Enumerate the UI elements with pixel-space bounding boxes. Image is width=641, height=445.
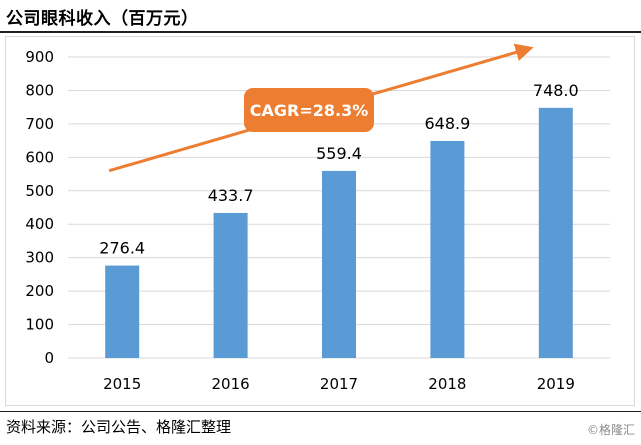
chart-frame xyxy=(5,36,635,406)
y-tick-label: 600 xyxy=(25,148,54,166)
data-label: 559.4 xyxy=(316,144,362,163)
chart-title: 公司眼科收入（百万元） xyxy=(6,9,199,29)
cagr-badge xyxy=(244,88,374,132)
y-tick-label: 100 xyxy=(25,316,54,334)
bar xyxy=(322,170,356,358)
source-note: 资料来源：公司公告、格隆汇整理 xyxy=(6,418,232,436)
bar xyxy=(430,140,465,358)
y-tick-label: 0 xyxy=(44,349,54,367)
bar xyxy=(538,107,573,358)
x-tick-label: 2017 xyxy=(320,375,358,393)
y-tick-label: 500 xyxy=(25,182,54,200)
data-label: 748.0 xyxy=(533,81,579,100)
y-tick-label: 900 xyxy=(25,48,54,66)
y-tick-label: 200 xyxy=(25,282,54,300)
top-divider xyxy=(0,31,641,33)
y-tick-label: 300 xyxy=(25,249,54,267)
watermark: ©格隆汇 xyxy=(586,423,635,437)
x-tick-label: 2018 xyxy=(428,375,466,393)
data-label: 648.9 xyxy=(424,114,470,133)
y-tick-label: 700 xyxy=(25,115,54,133)
data-label: 276.4 xyxy=(99,239,145,258)
x-tick-label: 2015 xyxy=(103,375,141,393)
bottom-divider xyxy=(0,411,641,412)
cagr-label: CAGR=28.3% xyxy=(250,101,369,120)
bar xyxy=(213,212,248,358)
x-tick-label: 2019 xyxy=(537,375,575,393)
y-tick-label: 800 xyxy=(25,81,54,99)
y-tick-label: 400 xyxy=(25,215,54,233)
x-tick-label: 2016 xyxy=(212,375,250,393)
bar xyxy=(105,265,140,358)
data-label: 433.7 xyxy=(208,186,254,205)
